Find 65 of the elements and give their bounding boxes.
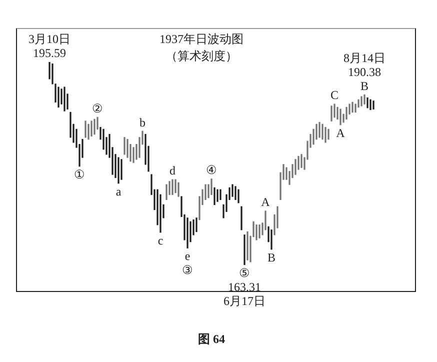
candlestick [132, 147, 134, 163]
candlestick [366, 97, 368, 108]
candlestick [166, 184, 168, 200]
annotation: C [330, 88, 339, 102]
annotation: A [336, 126, 346, 140]
candlestick [300, 154, 302, 168]
annotation: A [261, 195, 270, 210]
candlestick [234, 186, 236, 200]
candlestick [64, 86, 66, 112]
candlestick [214, 187, 216, 206]
candlestick [178, 182, 180, 197]
annotation: d [170, 164, 176, 178]
candlestick [346, 106, 348, 120]
chart-subtitle: （算术刻度） [166, 49, 238, 64]
candlestick [240, 206, 242, 230]
candlestick [258, 224, 260, 238]
candlestick [238, 189, 240, 204]
candlestick [370, 99, 372, 110]
chart-title: 1937年日波动图 [160, 32, 244, 46]
candlestick [174, 179, 176, 194]
candlestick [90, 120, 92, 136]
candlestick [372, 100, 374, 110]
caption: 图 64 [198, 332, 225, 346]
candlestick [246, 231, 248, 260]
candlestick [120, 159, 122, 180]
candlestick [196, 218, 198, 232]
candlestick [216, 189, 218, 202]
candlestick [340, 108, 342, 126]
candlestick [352, 102, 354, 113]
annotation: c [158, 234, 164, 248]
candlestick [322, 124, 324, 140]
candlestick [88, 124, 90, 140]
annotation: ② [92, 101, 103, 116]
annotation: b [140, 115, 146, 130]
annotation: ① [74, 167, 85, 182]
candlestick [270, 230, 272, 250]
candlestick [58, 86, 60, 108]
candlestick [94, 118, 96, 135]
annotation: ⑤ 163.31 6月17日 [224, 266, 266, 308]
candlestick [354, 104, 356, 113]
candlestick [360, 96, 362, 106]
candlestick [294, 159, 296, 175]
annotation: 3月10日 195.59 [28, 32, 70, 60]
candlestick [210, 178, 212, 195]
annotation: 8月14日 190.38 B [344, 50, 386, 93]
candlestick [324, 127, 326, 143]
candlestick [232, 184, 234, 197]
candlestick [220, 189, 222, 200]
candlestick [330, 106, 332, 122]
candlestick [118, 157, 120, 184]
candlestick [244, 234, 246, 265]
annotation: ④ [206, 163, 217, 178]
candlestick [124, 137, 126, 155]
candlestick [172, 179, 174, 195]
annotation: e ③ [182, 249, 193, 278]
candlestick [334, 104, 336, 118]
candlestick [126, 138, 128, 158]
candlestick [186, 218, 188, 248]
candlestick [256, 224, 258, 240]
candlestick [328, 128, 330, 140]
candlestick [84, 120, 86, 138]
candlestick [364, 94, 366, 104]
annotation: B [267, 250, 276, 264]
candlestick [318, 122, 320, 138]
annotation: a [116, 184, 122, 198]
